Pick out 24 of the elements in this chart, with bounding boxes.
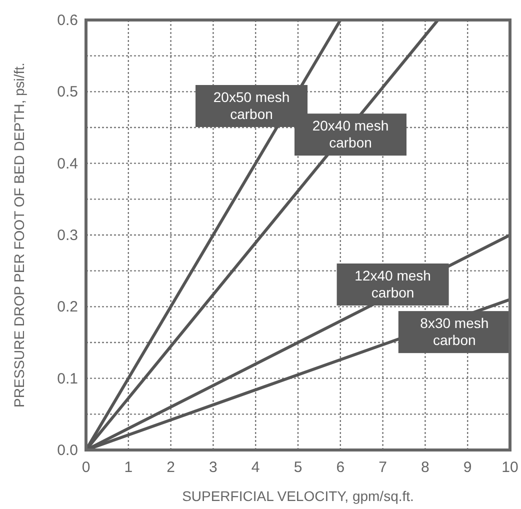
x-tick-label: 5: [294, 459, 302, 476]
x-axis-title: SUPERFICIAL VELOCITY, gpm/sq.ft.: [182, 488, 414, 504]
x-tick-label: 7: [378, 459, 387, 476]
y-axis-title: PRESSURE DROP PER FOOT OF BED DEPTH, psi/ft.: [11, 62, 27, 408]
y-tick-label: 0.1: [57, 370, 78, 388]
x-tick-label: 6: [336, 459, 345, 476]
x-tick-label: 8: [421, 459, 430, 476]
x-tick-label: 2: [166, 459, 175, 476]
y-tick-label: 0.3: [57, 227, 78, 244]
series-label: 8x30 mesh carbon: [420, 315, 489, 348]
series-label: 20x50 mesh carbon: [213, 89, 290, 122]
x-tick-label: 4: [251, 459, 260, 476]
x-tick-label: 0: [82, 459, 90, 476]
series-label: 20x40 mesh carbon: [312, 118, 389, 151]
y-tick-label: 0.2: [57, 298, 78, 316]
series-label: 12x40 mesh carbon: [354, 268, 431, 300]
y-tick-label: 0.6: [57, 12, 78, 29]
x-tick-label: 3: [209, 459, 218, 476]
x-tick-label: 1: [124, 459, 133, 476]
y-tick-label: 0.4: [57, 155, 78, 172]
y-tick-label: 0.5: [57, 84, 78, 101]
x-tick-label: 10: [502, 459, 518, 476]
y-tick-label: 0.0: [57, 442, 78, 459]
x-tick-label: 9: [463, 459, 472, 476]
